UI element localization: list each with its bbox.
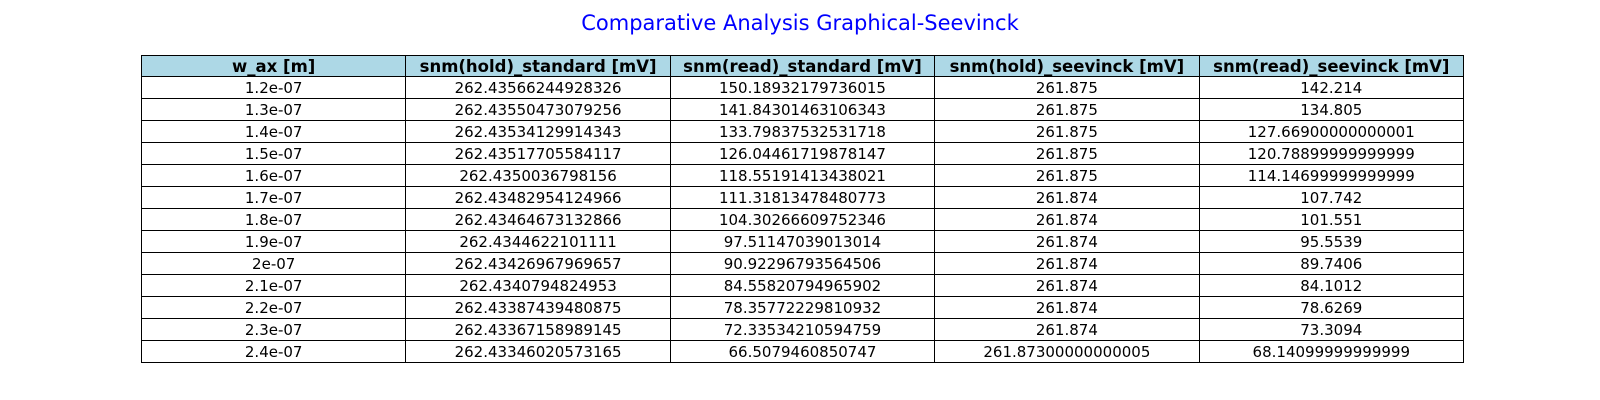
table-cell: 262.4344622101111: [405, 230, 671, 253]
data-table: w_ax [m] snm(hold)_standard [mV] snm(read)…: [140, 55, 1465, 363]
table-cell: 1.6e-07: [140, 164, 407, 187]
table-cell: 134.805: [1198, 98, 1465, 121]
table-cell: 261.875: [934, 76, 1200, 99]
table-cell: 261.87300000000005: [934, 340, 1200, 363]
table-cell: 261.874: [934, 252, 1200, 275]
table-cell: 72.33534210594759: [669, 318, 936, 341]
table-cell: 1.8e-07: [140, 208, 407, 231]
header-row: w_ax [m] snm(hold)_standard [mV] snm(read)…: [140, 55, 1465, 77]
table-cell: 2e-07: [140, 252, 407, 275]
table-cell: 142.214: [1198, 76, 1465, 99]
table-row: 1.6e-07 262.4350036798156 118.551914134380…: [140, 164, 1465, 187]
table-row: 1.3e-07 262.43550473079256 141.84301463106…: [140, 98, 1465, 121]
table-cell: 262.43346020573165: [405, 340, 671, 363]
table-row: 1.8e-07 262.43464673132866 104.30266609752…: [140, 208, 1465, 231]
table-cell: 262.43550473079256: [405, 98, 671, 121]
column-header: snm(read)_seevinck [mV]: [1198, 55, 1465, 77]
table-cell: 1.4e-07: [140, 120, 407, 143]
table-cell: 95.5539: [1198, 230, 1465, 253]
table-row: 1.4e-07 262.43534129914343 133.79837532531…: [140, 120, 1465, 143]
table-cell: 262.43482954124966: [405, 186, 671, 209]
table-cell: 262.43387439480875: [405, 296, 671, 319]
table-cell: 141.84301463106343: [669, 98, 936, 121]
table-cell: 89.7406: [1198, 252, 1465, 275]
table-row: 1.5e-07 262.43517705584117 126.04461719878…: [140, 142, 1465, 165]
table-cell: 262.43517705584117: [405, 142, 671, 165]
column-header: snm(hold)_seevinck [mV]: [934, 55, 1200, 77]
table-cell: 2.3e-07: [140, 318, 407, 341]
table-cell: 262.4350036798156: [405, 164, 671, 187]
table-cell: 261.874: [934, 318, 1200, 341]
table-cell: 261.874: [934, 274, 1200, 297]
table-cell: 133.79837532531718: [669, 120, 936, 143]
table-row: 2e-07 262.43426967969657 90.92296793564506…: [140, 252, 1465, 275]
table-cell: 78.35772229810932: [669, 296, 936, 319]
table-cell: 118.55191413438021: [669, 164, 936, 187]
table-title: Comparative Analysis Graphical-Seevinck: [581, 11, 1019, 35]
column-header: w_ax [m]: [140, 55, 407, 77]
table-cell: 1.7e-07: [140, 186, 407, 209]
table-cell: 261.874: [934, 230, 1200, 253]
table-cell: 150.18932179736015: [669, 76, 936, 99]
table-cell: 78.6269: [1198, 296, 1465, 319]
table-cell: 261.874: [934, 208, 1200, 231]
table-row: 1.7e-07 262.43482954124966 111.31813478480…: [140, 186, 1465, 209]
table-cell: 261.875: [934, 98, 1200, 121]
table-cell: 1.9e-07: [140, 230, 407, 253]
table-cell: 262.43566244928326: [405, 76, 671, 99]
table-cell: 1.2e-07: [140, 76, 407, 99]
table-cell: 2.1e-07: [140, 274, 407, 297]
table-row: 1.2e-07 262.43566244928326 150.18932179736…: [140, 76, 1465, 99]
table-cell: 101.551: [1198, 208, 1465, 231]
table-cell: 84.55820794965902: [669, 274, 936, 297]
table-row: 2.1e-07 262.4340794824953 84.5582079496590…: [140, 274, 1465, 297]
table-cell: 1.5e-07: [140, 142, 407, 165]
table-cell: 262.43534129914343: [405, 120, 671, 143]
table-cell: 262.43464673132866: [405, 208, 671, 231]
table-cell: 262.43367158989145: [405, 318, 671, 341]
table-cell: 2.4e-07: [140, 340, 407, 363]
table-cell: 261.875: [934, 142, 1200, 165]
table-cell: 66.5079460850747: [669, 340, 936, 363]
table-cell: 111.31813478480773: [669, 186, 936, 209]
table-cell: 68.14099999999999: [1198, 340, 1465, 363]
table-body: 1.2e-07 262.43566244928326 150.18932179736…: [140, 76, 1465, 363]
table-cell: 2.2e-07: [140, 296, 407, 319]
table-cell: 262.43426967969657: [405, 252, 671, 275]
table-row: 2.3e-07 262.43367158989145 72.335342105947…: [140, 318, 1465, 341]
table-cell: 104.30266609752346: [669, 208, 936, 231]
table-cell: 1.3e-07: [140, 98, 407, 121]
table-cell: 261.875: [934, 164, 1200, 187]
table-cell: 107.742: [1198, 186, 1465, 209]
table-cell: 126.04461719878147: [669, 142, 936, 165]
table-cell: 127.66900000000001: [1198, 120, 1465, 143]
table-row: 2.2e-07 262.43387439480875 78.357722298109…: [140, 296, 1465, 319]
table-cell: 261.874: [934, 296, 1200, 319]
column-header: snm(hold)_standard [mV]: [405, 55, 671, 77]
table-cell: 84.1012: [1198, 274, 1465, 297]
column-header: snm(read)_standard [mV]: [669, 55, 936, 77]
table-cell: 90.92296793564506: [669, 252, 936, 275]
table-cell: 73.3094: [1198, 318, 1465, 341]
table-cell: 114.14699999999999: [1198, 164, 1465, 187]
table-row: 2.4e-07 262.43346020573165 66.507946085074…: [140, 340, 1465, 363]
table-cell: 120.78899999999999: [1198, 142, 1465, 165]
table-cell: 262.4340794824953: [405, 274, 671, 297]
table-cell: 261.874: [934, 186, 1200, 209]
table-cell: 97.51147039013014: [669, 230, 936, 253]
table-cell: 261.875: [934, 120, 1200, 143]
table-row: 1.9e-07 262.4344622101111 97.5114703901301…: [140, 230, 1465, 253]
